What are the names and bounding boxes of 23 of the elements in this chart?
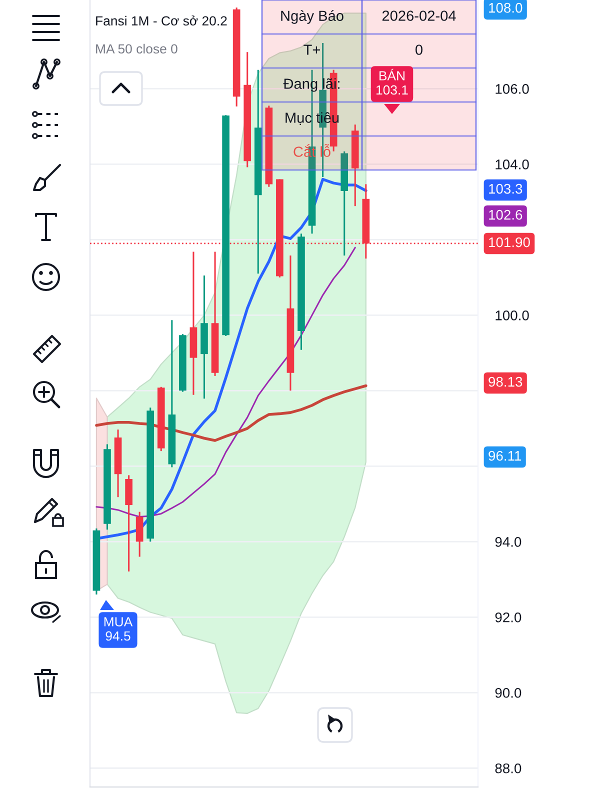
line-series	[96, 246, 356, 518]
text: 98.13	[488, 376, 522, 387]
y-tick-label: 100.0	[496, 310, 529, 320]
y-tick-label: 92.0	[495, 612, 522, 622]
annotation: MUA 94.5	[104, 617, 133, 641]
annotation: T+	[304, 44, 320, 55]
annotation: Ngày Báo	[281, 10, 344, 24]
text: BÁN 103.1	[376, 68, 408, 95]
y-tick-label: 94.0	[495, 536, 522, 547]
line-series	[95, 384, 368, 442]
y-tick-label: 106.0	[496, 84, 529, 94]
y-tick-label: 88.0	[495, 763, 522, 774]
text: Fansi 1M - Cơ sở 20.2	[96, 15, 227, 26]
text: 0	[416, 44, 422, 55]
text: 96.11	[488, 450, 522, 461]
y-tick-label: 104.0	[496, 160, 529, 170]
text: 103.3	[489, 184, 522, 194]
text: 102.6	[489, 210, 522, 220]
text: 108.0	[489, 2, 522, 13]
text: MA 50 close 0	[96, 44, 178, 54]
text: 2026-02-04	[382, 10, 456, 21]
ref-line-label: 101.90	[489, 237, 530, 248]
y-tick-label: 90.0	[495, 688, 522, 698]
